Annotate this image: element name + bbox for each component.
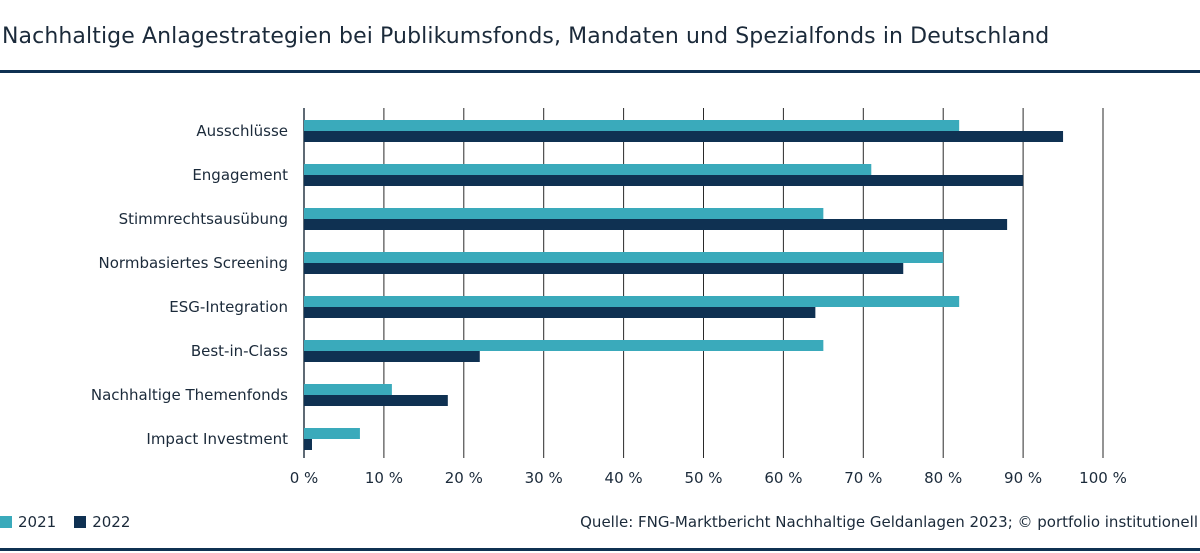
legend: 2021 2022 — [0, 513, 148, 531]
top-divider — [0, 70, 1200, 73]
bar-2021-7 — [304, 428, 360, 439]
x-tick-label-50: 50 % — [684, 469, 722, 487]
x-tick-label-30: 30 % — [525, 469, 563, 487]
category-label-4: ESG-Integration — [169, 298, 288, 316]
category-label-6: Nachhaltige Themenfonds — [91, 386, 288, 404]
x-tick-label-80: 80 % — [924, 469, 962, 487]
bar-2022-2 — [304, 219, 1008, 230]
bar-2021-3 — [304, 252, 944, 263]
legend-label-2021: 2021 — [18, 513, 57, 531]
category-label-1: Engagement — [192, 166, 288, 184]
x-tick-label-40: 40 % — [605, 469, 643, 487]
category-label-2: Stimmrechtsausübung — [119, 210, 288, 228]
legend-item-2021: 2021 — [0, 513, 56, 531]
category-label-3: Normbasiertes Screening — [99, 254, 288, 272]
category-label-5: Best-in-Class — [191, 342, 288, 360]
bar-2022-6 — [304, 395, 448, 406]
bar-2022-7 — [304, 439, 312, 450]
legend-swatch-2021 — [0, 516, 12, 528]
bar-2021-2 — [304, 208, 824, 219]
legend-swatch-2022 — [74, 516, 87, 528]
x-tick-label-0: 0 % — [290, 469, 319, 487]
chart-title: Nachhaltige Anlagestrategien bei Publiku… — [2, 24, 1050, 49]
x-tick-label-100: 100 % — [1079, 469, 1127, 487]
bar-2022-4 — [304, 307, 816, 318]
legend-item-2022: 2022 — [74, 513, 130, 531]
bottom-divider — [0, 548, 1200, 551]
x-axis-tick-labels: 0 % 10 % 20 % 30 % 40 % 50 % 60 % 70 % 80 % 90 % 1… — [290, 469, 1127, 487]
bar-2022-3 — [304, 263, 904, 274]
source-note: Quelle: FNG-Marktbericht Nachhaltige Gel… — [580, 513, 1198, 531]
bar-2022-1 — [304, 175, 1024, 186]
x-tick-label-90: 90 % — [1004, 469, 1042, 487]
x-tick-label-20: 20 % — [445, 469, 483, 487]
bar-2021-1 — [304, 164, 872, 175]
bars — [304, 120, 1064, 450]
bar-2021-6 — [304, 384, 392, 395]
bar-2021-5 — [304, 340, 824, 351]
bar-2021-0 — [304, 120, 960, 131]
bar-2022-0 — [304, 131, 1064, 142]
x-tick-label-10: 10 % — [365, 469, 403, 487]
category-label-0: Ausschlüsse — [196, 122, 288, 140]
bar-2022-5 — [304, 351, 480, 362]
category-label-7: Impact Investment — [146, 430, 288, 448]
x-tick-label-60: 60 % — [764, 469, 802, 487]
bar-2021-4 — [304, 296, 960, 307]
category-labels: Ausschlüsse Engagement Stimmrechtsausübung… — [91, 122, 288, 448]
legend-label-2022: 2022 — [92, 513, 131, 531]
x-tick-label-70: 70 % — [844, 469, 882, 487]
